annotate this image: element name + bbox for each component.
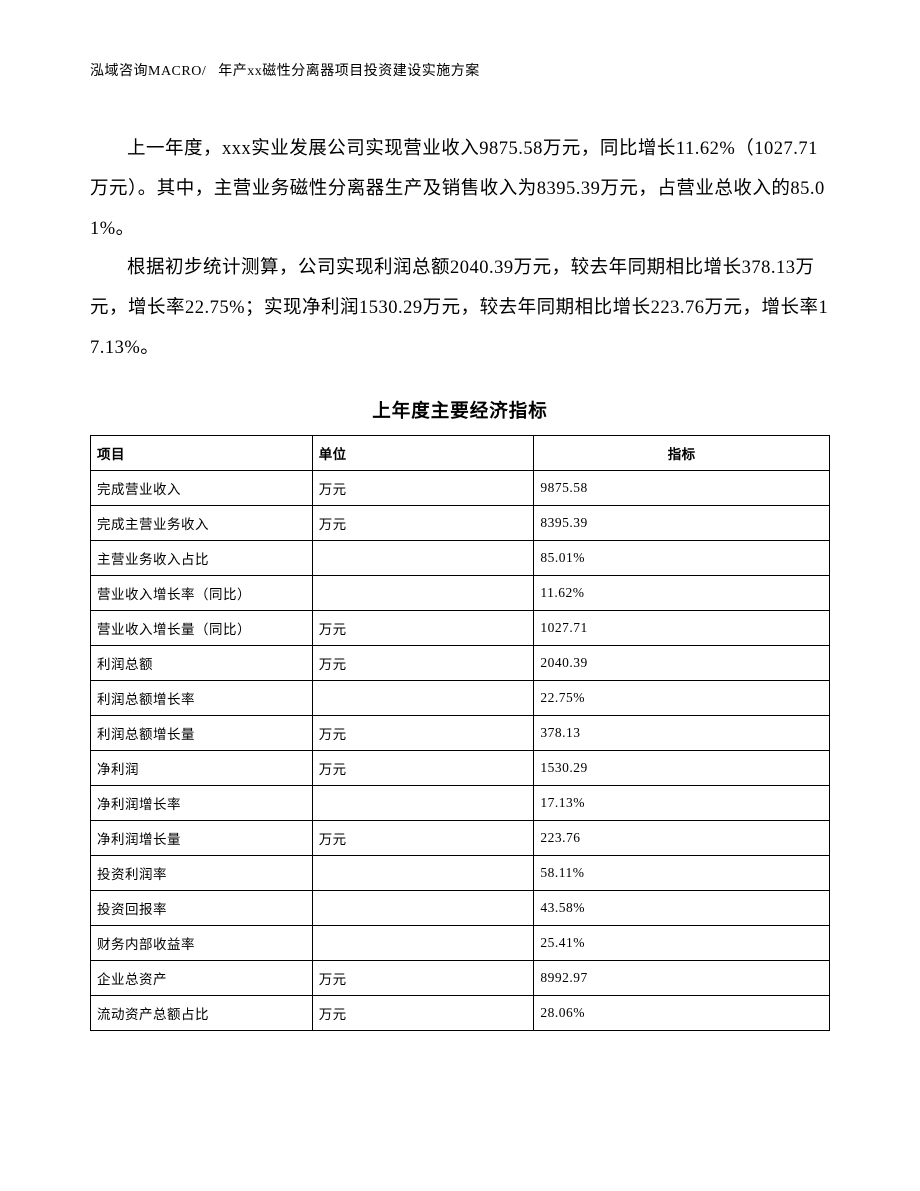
table-title: 上年度主要经济指标 [90, 397, 830, 423]
cell-indicator: 11.62% [534, 575, 830, 610]
table-row: 投资回报率 43.58% [91, 890, 830, 925]
header-right: 年产xx磁性分离器项目投资建设实施方案 [218, 64, 480, 79]
cell-unit: 万元 [312, 820, 534, 855]
cell-project: 净利润增长量 [91, 820, 313, 855]
cell-indicator: 223.76 [534, 820, 830, 855]
col-header-unit: 单位 [312, 435, 534, 470]
cell-project: 完成主营业务收入 [91, 505, 313, 540]
cell-project: 完成营业收入 [91, 470, 313, 505]
cell-indicator: 22.75% [534, 680, 830, 715]
cell-unit: 万元 [312, 470, 534, 505]
paragraph-1: 上一年度，xxx实业发展公司实现营业收入9875.58万元，同比增长11.62%… [90, 130, 830, 249]
table-row: 利润总额增长率 22.75% [91, 680, 830, 715]
cell-indicator: 378.13 [534, 715, 830, 750]
table-row: 完成主营业务收入 万元 8395.39 [91, 505, 830, 540]
cell-unit [312, 925, 534, 960]
table-row: 利润总额 万元 2040.39 [91, 645, 830, 680]
cell-unit [312, 785, 534, 820]
cell-unit [312, 575, 534, 610]
col-header-indicator: 指标 [534, 435, 830, 470]
cell-unit: 万元 [312, 610, 534, 645]
cell-indicator: 25.41% [534, 925, 830, 960]
table-row: 营业收入增长量（同比） 万元 1027.71 [91, 610, 830, 645]
cell-project: 企业总资产 [91, 960, 313, 995]
cell-indicator: 1027.71 [534, 610, 830, 645]
cell-indicator: 58.11% [534, 855, 830, 890]
cell-project: 净利润 [91, 750, 313, 785]
cell-indicator: 85.01% [534, 540, 830, 575]
cell-unit: 万元 [312, 960, 534, 995]
table-row: 投资利润率 58.11% [91, 855, 830, 890]
cell-unit: 万元 [312, 750, 534, 785]
cell-indicator: 28.06% [534, 995, 830, 1030]
cell-project: 投资利润率 [91, 855, 313, 890]
economic-indicators-table: 项目 单位 指标 完成营业收入 万元 9875.58 完成主营业务收入 万元 8… [90, 435, 830, 1031]
table-row: 净利润增长率 17.13% [91, 785, 830, 820]
page-header: 泓域咨询MACRO/ 年产xx磁性分离器项目投资建设实施方案 [90, 60, 830, 80]
cell-project: 营业收入增长量（同比） [91, 610, 313, 645]
cell-indicator: 1530.29 [534, 750, 830, 785]
cell-unit [312, 680, 534, 715]
cell-project: 财务内部收益率 [91, 925, 313, 960]
cell-project: 利润总额增长量 [91, 715, 313, 750]
cell-project: 投资回报率 [91, 890, 313, 925]
table-header-row: 项目 单位 指标 [91, 435, 830, 470]
cell-indicator: 43.58% [534, 890, 830, 925]
table-row: 财务内部收益率 25.41% [91, 925, 830, 960]
cell-unit: 万元 [312, 995, 534, 1030]
table-row: 营业收入增长率（同比） 11.62% [91, 575, 830, 610]
cell-project: 净利润增长率 [91, 785, 313, 820]
cell-project: 利润总额增长率 [91, 680, 313, 715]
cell-unit [312, 890, 534, 925]
cell-project: 流动资产总额占比 [91, 995, 313, 1030]
cell-indicator: 2040.39 [534, 645, 830, 680]
table-row: 企业总资产 万元 8992.97 [91, 960, 830, 995]
table-row: 净利润增长量 万元 223.76 [91, 820, 830, 855]
cell-unit: 万元 [312, 645, 534, 680]
cell-project: 利润总额 [91, 645, 313, 680]
table-row: 净利润 万元 1530.29 [91, 750, 830, 785]
header-left: 泓域咨询MACRO/ [90, 64, 206, 79]
cell-unit: 万元 [312, 715, 534, 750]
cell-unit [312, 855, 534, 890]
table-row: 流动资产总额占比 万元 28.06% [91, 995, 830, 1030]
cell-project: 主营业务收入占比 [91, 540, 313, 575]
cell-unit: 万元 [312, 505, 534, 540]
cell-indicator: 9875.58 [534, 470, 830, 505]
cell-indicator: 8992.97 [534, 960, 830, 995]
col-header-project: 项目 [91, 435, 313, 470]
cell-indicator: 8395.39 [534, 505, 830, 540]
table-row: 完成营业收入 万元 9875.58 [91, 470, 830, 505]
cell-indicator: 17.13% [534, 785, 830, 820]
paragraph-2: 根据初步统计测算，公司实现利润总额2040.39万元，较去年同期相比增长378.… [90, 249, 830, 368]
cell-project: 营业收入增长率（同比） [91, 575, 313, 610]
page: 泓域咨询MACRO/ 年产xx磁性分离器项目投资建设实施方案 上一年度，xxx实… [0, 0, 920, 1191]
table-row: 主营业务收入占比 85.01% [91, 540, 830, 575]
cell-unit [312, 540, 534, 575]
table-row: 利润总额增长量 万元 378.13 [91, 715, 830, 750]
